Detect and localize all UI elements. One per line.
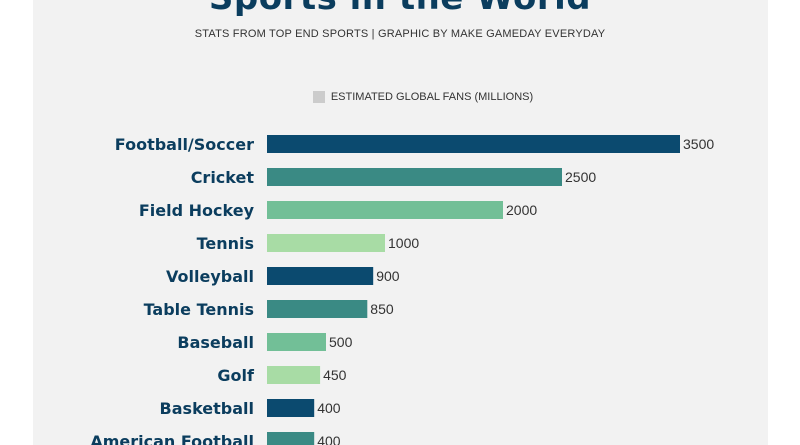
category-label: Volleyball bbox=[166, 267, 254, 286]
value-label: 450 bbox=[323, 367, 347, 383]
category-label: Basketball bbox=[160, 399, 254, 418]
bar bbox=[267, 399, 315, 417]
chart-title: Sports in the World bbox=[0, 0, 800, 18]
value-label: 2500 bbox=[565, 169, 596, 185]
bar bbox=[267, 168, 562, 186]
value-label: 500 bbox=[329, 334, 353, 350]
legend-label: ESTIMATED GLOBAL FANS (MILLIONS) bbox=[330, 91, 534, 103]
bar bbox=[267, 432, 315, 445]
category-label: American Football bbox=[90, 432, 254, 445]
chart-card bbox=[33, 0, 768, 445]
value-label: 400 bbox=[317, 433, 341, 445]
value-label: 2000 bbox=[506, 202, 537, 218]
category-label: Field Hockey bbox=[139, 201, 255, 220]
category-label: Tennis bbox=[197, 234, 254, 253]
bar bbox=[267, 300, 368, 318]
chart-subtitle: STATS FROM TOP END SPORTS | GRAPHIC BY M… bbox=[194, 28, 606, 40]
category-label: Table Tennis bbox=[144, 300, 254, 319]
category-label: Football/Soccer bbox=[115, 135, 254, 154]
category-label: Golf bbox=[217, 366, 255, 385]
category-label: Cricket bbox=[191, 168, 255, 187]
bar bbox=[267, 333, 326, 351]
bar bbox=[267, 366, 321, 384]
value-label: 900 bbox=[376, 268, 400, 284]
value-label: 3500 bbox=[683, 136, 714, 152]
bar bbox=[267, 267, 374, 285]
category-label: Baseball bbox=[177, 333, 254, 352]
legend: ESTIMATED GLOBAL FANS (MILLIONS) bbox=[0, 91, 800, 103]
value-label: 1000 bbox=[388, 235, 419, 251]
bar bbox=[267, 201, 503, 219]
bar bbox=[267, 234, 385, 252]
bar bbox=[267, 135, 680, 153]
legend-swatch bbox=[312, 91, 325, 103]
value-label: 850 bbox=[370, 301, 394, 317]
value-label: 400 bbox=[317, 400, 341, 416]
